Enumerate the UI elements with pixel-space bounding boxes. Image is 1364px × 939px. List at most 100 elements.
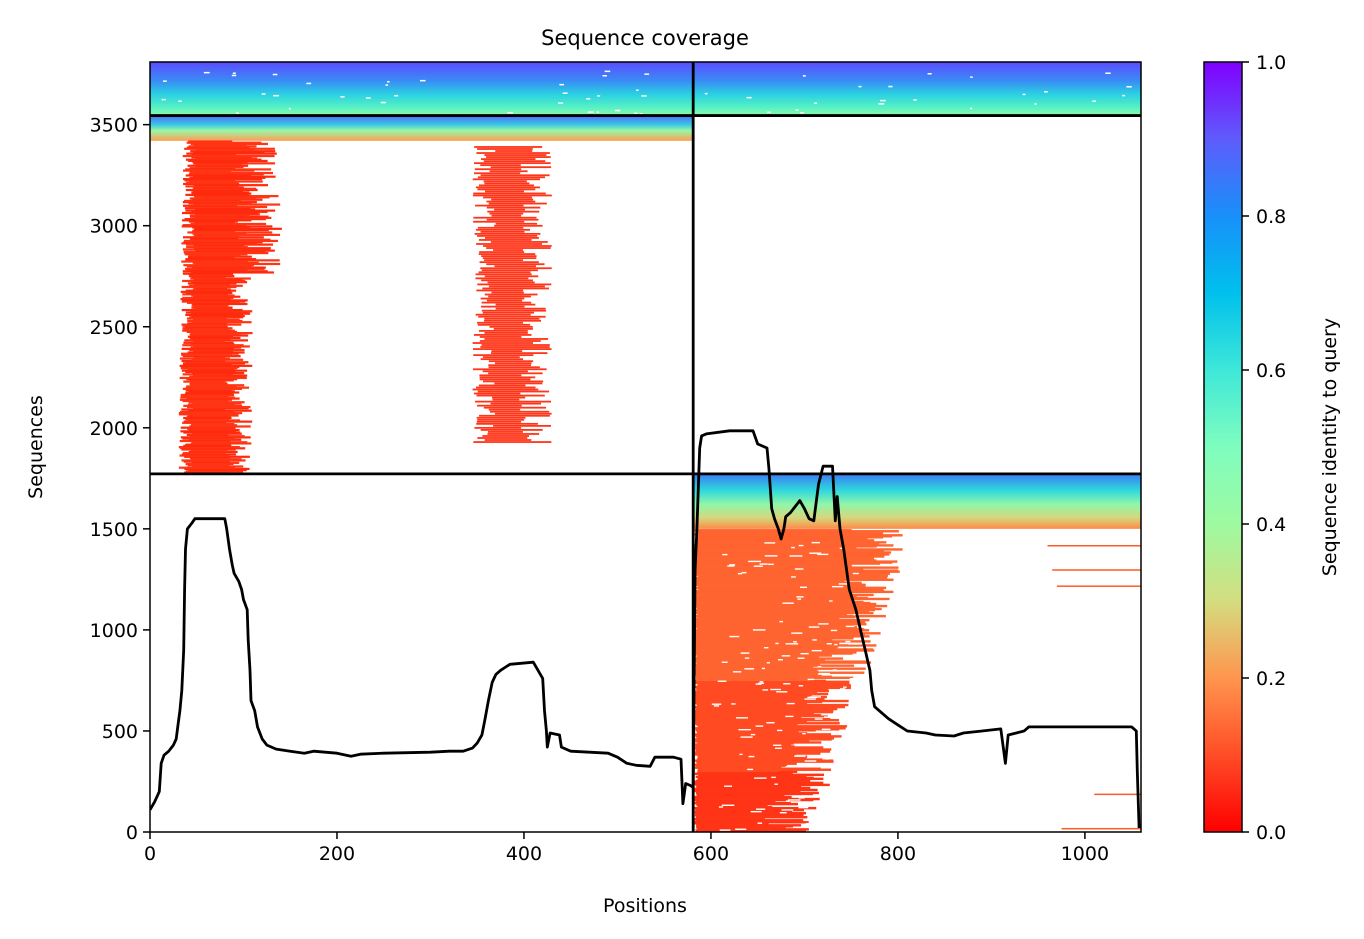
- sequence-gap: [794, 568, 804, 570]
- sequence-streak: [192, 226, 251, 229]
- sequence-streak: [484, 293, 538, 296]
- sequence-streak: [188, 255, 252, 258]
- sequence-streak: [478, 184, 534, 187]
- sequence-streak: [484, 317, 540, 320]
- top-block-gap: [559, 83, 564, 86]
- sequence-gap: [814, 718, 823, 720]
- y-axis-label: Sequences: [25, 395, 47, 499]
- sequence-streak: [486, 206, 541, 209]
- sequence-streak: [187, 427, 236, 431]
- sequence-streak: [192, 374, 248, 377]
- sequence-streak: [185, 174, 252, 177]
- sequence-streak: [191, 422, 235, 426]
- sequence-streak: [478, 253, 536, 255]
- sequence-gap: [779, 620, 783, 623]
- sequence-streak: [183, 341, 234, 344]
- sequence-gap: [722, 553, 728, 556]
- sequence-streak: [185, 470, 244, 473]
- sequence-streak: [486, 156, 551, 158]
- sequence-streak: [486, 247, 551, 249]
- sequence-streak: [488, 285, 545, 288]
- sequence-streak: [185, 388, 232, 392]
- sequence-streak: [480, 297, 525, 300]
- sequence-streak: [490, 402, 542, 405]
- sequence-streak: [191, 153, 237, 156]
- sequence-streak: [189, 170, 232, 173]
- sequence-streak: [190, 424, 238, 427]
- sequence-streak: [481, 269, 538, 272]
- top-block-gap: [604, 70, 611, 73]
- sequence-gap: [848, 643, 862, 645]
- sequence-streak: [479, 374, 522, 377]
- sequence-streak: [474, 162, 551, 165]
- sequence-streak: [189, 375, 247, 378]
- sequence-streak: [192, 232, 247, 235]
- x-tick-label: 1000: [1061, 843, 1109, 865]
- sequence-streak: [185, 209, 276, 212]
- sequence-gap: [849, 678, 859, 680]
- sequence-streak: [190, 142, 269, 146]
- sequence-streak: [479, 261, 539, 264]
- sequence-streak: [188, 284, 243, 287]
- sequence-streak: [192, 187, 257, 190]
- sequence-gap: [744, 657, 750, 659]
- sequence-streak: [185, 259, 280, 262]
- sequence-streak: [183, 264, 254, 267]
- sequence-streak: [179, 454, 230, 457]
- sequence-gap: [740, 652, 750, 654]
- sequence-streak: [191, 315, 245, 318]
- sequence-streak: [487, 433, 540, 435]
- sequence-streak: [477, 283, 552, 286]
- sequence-streak: [189, 237, 239, 240]
- sequence-streak: [182, 224, 247, 227]
- sequence-streak: [494, 265, 537, 268]
- sequence-streak: [481, 255, 537, 258]
- sequence-gap: [757, 822, 763, 824]
- sequence-streak: [483, 406, 547, 409]
- sequence-streak: [487, 281, 535, 284]
- sequence-streak: [477, 321, 524, 324]
- sequence-streak: [475, 186, 541, 189]
- sequence-streak: [181, 211, 259, 215]
- sequence-gap: [857, 779, 869, 782]
- sequence-streak: [185, 462, 234, 466]
- sequence-gap: [821, 714, 834, 716]
- sequence-streak: [185, 168, 272, 171]
- sequence-streak: [194, 287, 228, 290]
- top-block-gap: [232, 72, 236, 75]
- sequence-gap: [785, 800, 790, 802]
- sequence-streak: [479, 336, 522, 338]
- sequence-streak: [181, 308, 243, 312]
- sequence-streak: [188, 414, 239, 417]
- sequence-streak: [182, 362, 246, 365]
- sequence-streak: [193, 162, 276, 165]
- sequence-gap: [797, 598, 802, 600]
- sequence-gap: [825, 775, 832, 778]
- sequence-streak: [181, 395, 229, 398]
- sequence-streak: [189, 333, 242, 336]
- sequence-gap: [858, 709, 870, 711]
- top-block-gap: [420, 79, 426, 82]
- sequence-gap: [794, 755, 806, 757]
- sequence-streak: [191, 304, 229, 307]
- sequence-streak: [487, 210, 540, 213]
- sequence-streak: [187, 256, 235, 260]
- sequence-streak: [478, 239, 532, 241]
- top-block-gap: [394, 94, 399, 97]
- top-block-gap: [913, 99, 917, 101]
- top-block-gap: [878, 103, 885, 105]
- sequence-streak: [182, 201, 257, 204]
- sequence-gap: [839, 547, 845, 550]
- sequence-streak: [472, 388, 539, 391]
- sequence-gap: [851, 789, 862, 791]
- sequence-streak: [189, 214, 250, 217]
- sequence-streak: [182, 327, 233, 330]
- sequence-streak: [488, 408, 521, 411]
- sequence-streak: [486, 200, 536, 203]
- sequence-streak: [183, 241, 263, 244]
- sequence-streak: [186, 415, 231, 418]
- sequence-gap: [711, 703, 722, 705]
- sequence-streak: [191, 306, 233, 309]
- sequence-gap: [804, 698, 816, 700]
- sequence-gap: [779, 811, 787, 814]
